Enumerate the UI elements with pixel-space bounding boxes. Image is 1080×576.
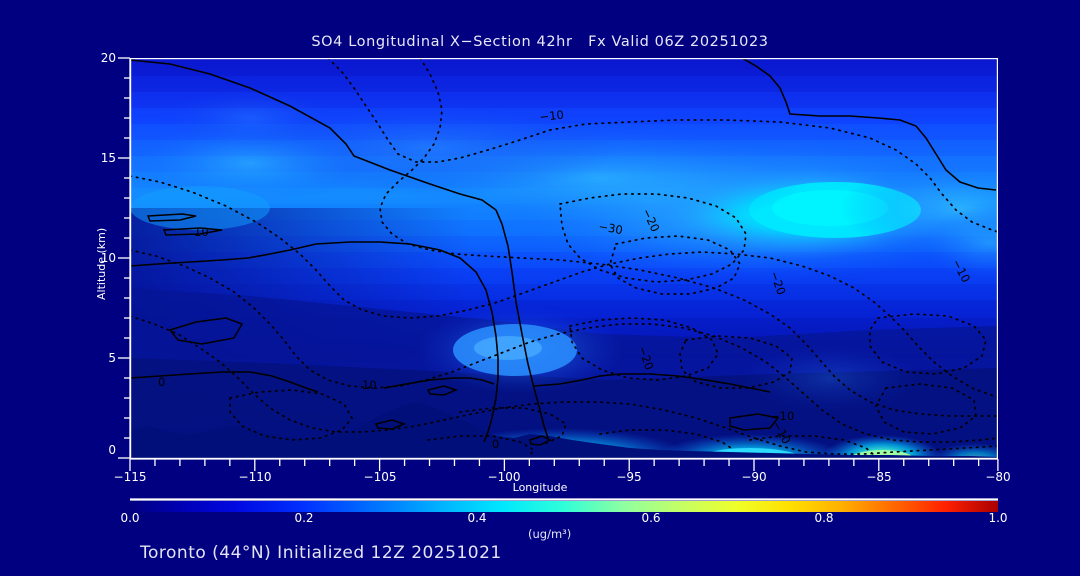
y-tick-20: 20 (100, 51, 116, 65)
x-tick-m115: −115 (113, 470, 147, 484)
x-axis-title: Longitude (512, 481, 568, 494)
y-tick-0: 0 (108, 443, 116, 457)
svg-text:0: 0 (492, 437, 499, 451)
cb-tick-06: 0.6 (641, 511, 661, 525)
x-tick-m105: −105 (363, 470, 397, 484)
svg-text:−30: −30 (597, 219, 623, 237)
solid-contour-cells (146, 213, 780, 446)
svg-text:10: 10 (362, 378, 377, 392)
y-axis-ticks (118, 57, 131, 459)
cb-tick-02: 0.2 (294, 511, 314, 525)
svg-text:−10: −10 (539, 108, 565, 124)
cb-tick-04: 0.4 (467, 511, 487, 525)
solid-contours (130, 58, 997, 443)
cb-tick-08: 0.8 (814, 511, 834, 525)
page-title: SO4 Longitudinal X−Section 42hr Fx Valid… (311, 34, 769, 50)
x-tick-m95: −95 (616, 470, 642, 484)
x-tick-m110: −110 (238, 470, 272, 484)
x-tick-m85: −85 (866, 470, 892, 484)
terrain-silhouette (130, 402, 998, 459)
y-tick-15: 15 (100, 151, 116, 165)
y-tick-10: 10 (100, 251, 116, 265)
svg-text:10: 10 (194, 225, 209, 239)
x-tick-m90: −90 (741, 470, 767, 484)
svg-text:−10: −10 (770, 409, 794, 423)
dotted-contours (130, 58, 998, 458)
cb-tick-10: 1.0 (988, 511, 1008, 525)
figure-caption: Toronto (44°N) Initialized 12Z 20251021 (140, 543, 502, 563)
svg-text:0: 0 (158, 375, 165, 389)
y-axis-title: Altitude (km) (95, 227, 108, 300)
x-tick-m100: −100 (487, 470, 521, 484)
cross-section-plot: −10 −20 −30 −20 −10 −20 −10 −10 10 10 0 … (130, 58, 998, 459)
colorbar[interactable] (130, 498, 998, 512)
cb-tick-0: 0.0 (120, 511, 140, 525)
y-tick-5: 5 (108, 351, 116, 365)
shaded-field: −10 −20 −30 −20 −10 −20 −10 −10 10 10 0 … (130, 58, 998, 459)
colorbar-units-label: (ug/m³) (528, 527, 572, 541)
x-tick-m80: −80 (985, 470, 1011, 484)
